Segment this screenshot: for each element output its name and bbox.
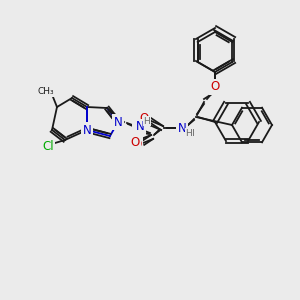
Text: N: N (134, 122, 142, 134)
Text: H: H (142, 118, 149, 127)
Text: Cl: Cl (42, 140, 54, 154)
Text: N: N (178, 122, 186, 134)
Text: O: O (140, 112, 148, 124)
Text: O: O (210, 80, 220, 94)
Text: N: N (136, 121, 144, 134)
Text: O: O (132, 139, 142, 152)
Text: O: O (210, 80, 220, 94)
Text: O: O (138, 113, 148, 127)
Text: N: N (82, 124, 91, 136)
Text: O: O (130, 136, 140, 149)
Text: N: N (114, 116, 122, 128)
Text: N: N (178, 122, 186, 134)
Text: H: H (187, 128, 194, 137)
Text: CH₃: CH₃ (38, 88, 54, 97)
Text: H: H (144, 116, 150, 125)
Text: H: H (186, 128, 192, 137)
